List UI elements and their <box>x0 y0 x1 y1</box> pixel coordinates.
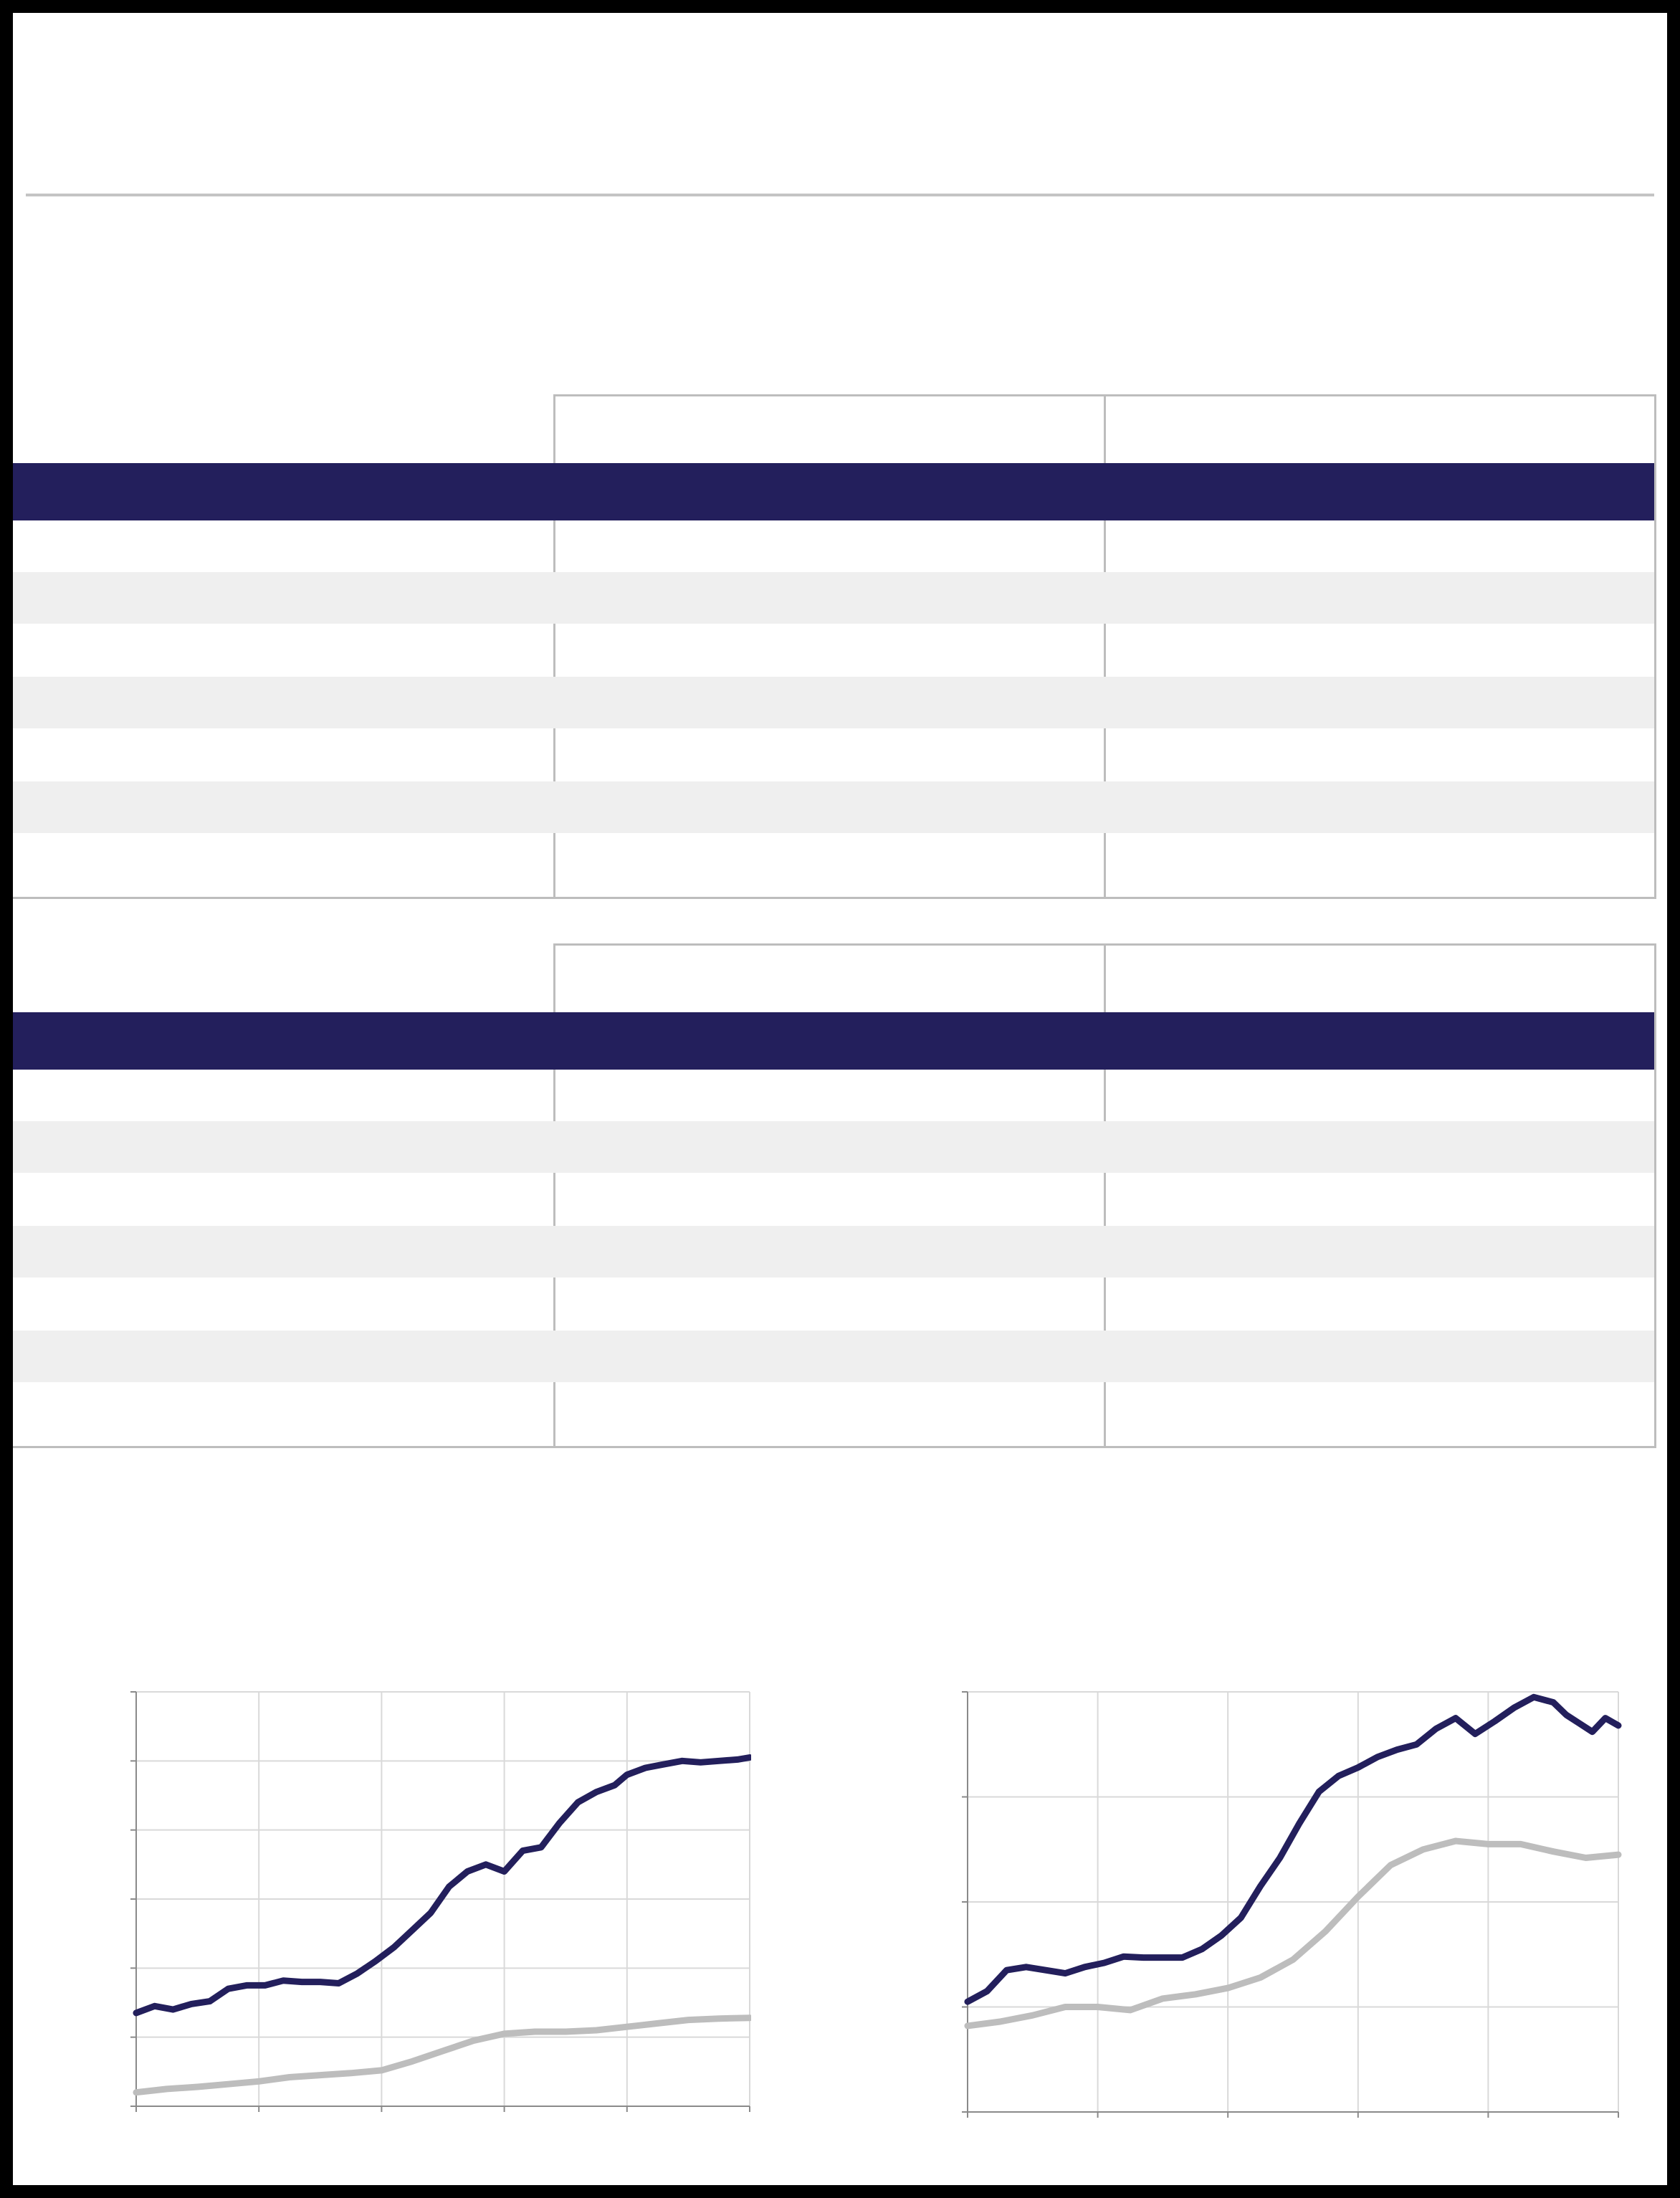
series-line-primary <box>133 1754 751 2017</box>
table-header-row <box>13 463 1654 520</box>
table-row <box>13 1121 1654 1173</box>
table-row <box>13 572 1654 624</box>
series-line-secondary <box>964 1837 1622 2030</box>
table-row <box>13 781 1654 833</box>
table-row <box>13 1331 1654 1382</box>
table-header-row <box>13 1012 1654 1070</box>
table-row <box>13 677 1654 728</box>
series-line-primary <box>964 1693 1622 2005</box>
line-chart-right <box>952 1676 1633 2121</box>
data-table-1 <box>13 394 1656 899</box>
line-chart-left-svg <box>130 1691 751 2112</box>
data-table-2 <box>13 943 1656 1448</box>
table-row <box>13 1226 1654 1278</box>
page <box>13 13 1667 2185</box>
line-chart-left <box>120 1676 751 2113</box>
header-divider <box>26 194 1654 196</box>
series-line-secondary <box>133 2014 751 2096</box>
line-chart-right-svg <box>962 1691 1622 2118</box>
